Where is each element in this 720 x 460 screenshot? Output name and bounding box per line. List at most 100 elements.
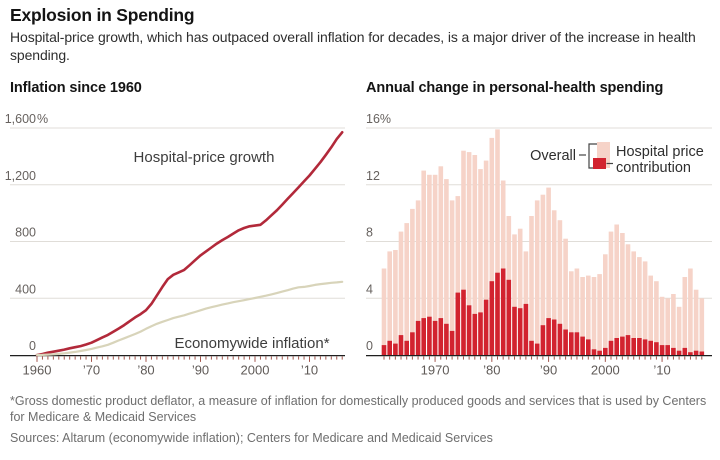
overall-bar xyxy=(523,251,529,356)
x-axis-label: ’90 xyxy=(192,363,209,378)
hospital-contribution-bar xyxy=(381,345,387,356)
hospital-contribution-bar xyxy=(603,347,608,356)
hospital-contribution-bar xyxy=(523,303,529,356)
hospital-contribution-bar xyxy=(608,340,614,356)
overall-bar xyxy=(563,238,568,356)
overall-bar xyxy=(580,277,585,356)
hospital-contribution-bar xyxy=(421,318,426,356)
hospital-contribution-bar xyxy=(432,320,438,356)
overall-bar xyxy=(665,298,670,356)
page-title: Explosion in Spending xyxy=(10,5,195,25)
hospital-contribution-bar xyxy=(500,268,506,356)
overall-bar xyxy=(574,268,580,356)
hospital-contribution-bar xyxy=(614,338,619,356)
overall-bar xyxy=(688,268,693,356)
hospital-contribution-bar xyxy=(642,339,648,356)
overall-bar xyxy=(603,254,608,356)
health-spending-bar-chart: Annual change in personal-health spendin… xyxy=(366,78,712,384)
economywide-inflation-line xyxy=(35,280,344,357)
legend-contribution-label-line1: Hospital price xyxy=(616,144,704,160)
hospital-contribution-bar xyxy=(699,351,705,356)
hospital-contribution-bar xyxy=(569,332,574,356)
hospital-contribution-bar xyxy=(387,340,392,356)
overall-bar xyxy=(466,152,472,356)
hospital-contribution-bar xyxy=(398,335,404,356)
overall-bar xyxy=(620,233,625,356)
overall-bar xyxy=(500,180,506,356)
hospital-contribution-bar xyxy=(648,340,653,356)
x-axis-label: ’70 xyxy=(83,363,100,378)
page-subtitle: Hospital-price growth, which has outpace… xyxy=(10,29,696,63)
overall-bar xyxy=(551,210,557,356)
legend-contribution-swatch xyxy=(593,158,606,169)
overall-bar xyxy=(387,251,392,356)
overall-bar xyxy=(432,174,438,356)
overall-bar xyxy=(586,275,591,356)
legend-overall-label: Overall xyxy=(530,148,576,164)
x-axis-label: 2000 xyxy=(241,363,270,378)
hospital-contribution-bar xyxy=(461,289,466,356)
overall-bar xyxy=(478,169,483,356)
hospital-contribution-bar xyxy=(637,338,642,356)
hospital-contribution-bar xyxy=(415,320,421,356)
economywide-line-annotation: Economywide inflation* xyxy=(174,335,329,352)
hospital-contribution-bar xyxy=(551,319,557,356)
y-axis-unit: % xyxy=(37,112,48,126)
overall-bar xyxy=(591,277,597,356)
hospital-contribution-bar xyxy=(563,329,568,356)
y-axis-label: 8 xyxy=(366,226,373,240)
overall-bar xyxy=(676,306,682,356)
overall-bar xyxy=(461,150,466,356)
hospital-contribution-bar xyxy=(682,347,688,356)
hospital-contribution-bar xyxy=(438,318,444,356)
hospital-contribution-bar xyxy=(591,349,597,356)
hospital-contribution-bar xyxy=(580,336,585,356)
overall-bar xyxy=(546,187,551,356)
hospital-contribution-bar xyxy=(512,306,517,356)
hospital-contribution-bar xyxy=(693,350,699,356)
overall-bar xyxy=(444,179,449,356)
overall-bar xyxy=(517,228,523,356)
overall-bar xyxy=(597,274,602,356)
x-axis-label: 1960 xyxy=(23,363,52,378)
inflation-line-chart: Inflation since 1960 0 400 800 1,200 1,600% 1… xyxy=(5,78,350,384)
y-axis-label: 16% xyxy=(366,112,391,126)
hospital-contribution-bar xyxy=(483,299,489,356)
hospital-contribution-bar xyxy=(489,281,495,356)
x-axis-label: ’10 xyxy=(653,363,670,378)
hospital-contribution-bar xyxy=(472,313,478,356)
hospital-contribution-bar xyxy=(676,350,682,356)
overall-bar xyxy=(625,244,631,356)
overall-bar xyxy=(631,251,636,356)
overall-bar xyxy=(648,275,653,356)
overall-bar xyxy=(534,200,540,356)
y-axis-label: 0 xyxy=(29,339,36,353)
hospital-contribution-bar xyxy=(597,350,602,356)
hospital-contribution-bar xyxy=(410,332,415,356)
overall-bar xyxy=(637,257,642,356)
overall-bar xyxy=(398,231,404,356)
overall-bar xyxy=(659,296,665,356)
overall-bar xyxy=(557,220,563,356)
x-axis-label: ’80 xyxy=(483,363,500,378)
overall-bar xyxy=(540,194,546,356)
hospital-contribution-bar xyxy=(404,340,409,356)
legend-contribution-label-line2: contribution xyxy=(616,160,691,176)
x-axis-label: ’80 xyxy=(137,363,154,378)
x-axis-label: 2000 xyxy=(591,363,620,378)
overall-bar xyxy=(693,289,699,356)
overall-bar xyxy=(415,200,421,356)
hospital-contribution-bar xyxy=(574,332,580,356)
overall-bar xyxy=(512,234,517,356)
overall-bar xyxy=(654,281,659,356)
hospital-contribution-bar xyxy=(529,340,534,356)
overall-bar xyxy=(421,170,426,356)
y-axis-label: 0 xyxy=(366,339,373,353)
right-chart-title: Annual change in personal-health spendin… xyxy=(366,80,664,96)
hospital-contribution-bar xyxy=(620,336,625,356)
overall-bar xyxy=(483,160,489,356)
hospital-contribution-bar xyxy=(586,339,591,356)
overall-bar xyxy=(455,196,461,356)
hospital-contribution-bar xyxy=(659,345,665,356)
overall-bar xyxy=(642,261,648,356)
